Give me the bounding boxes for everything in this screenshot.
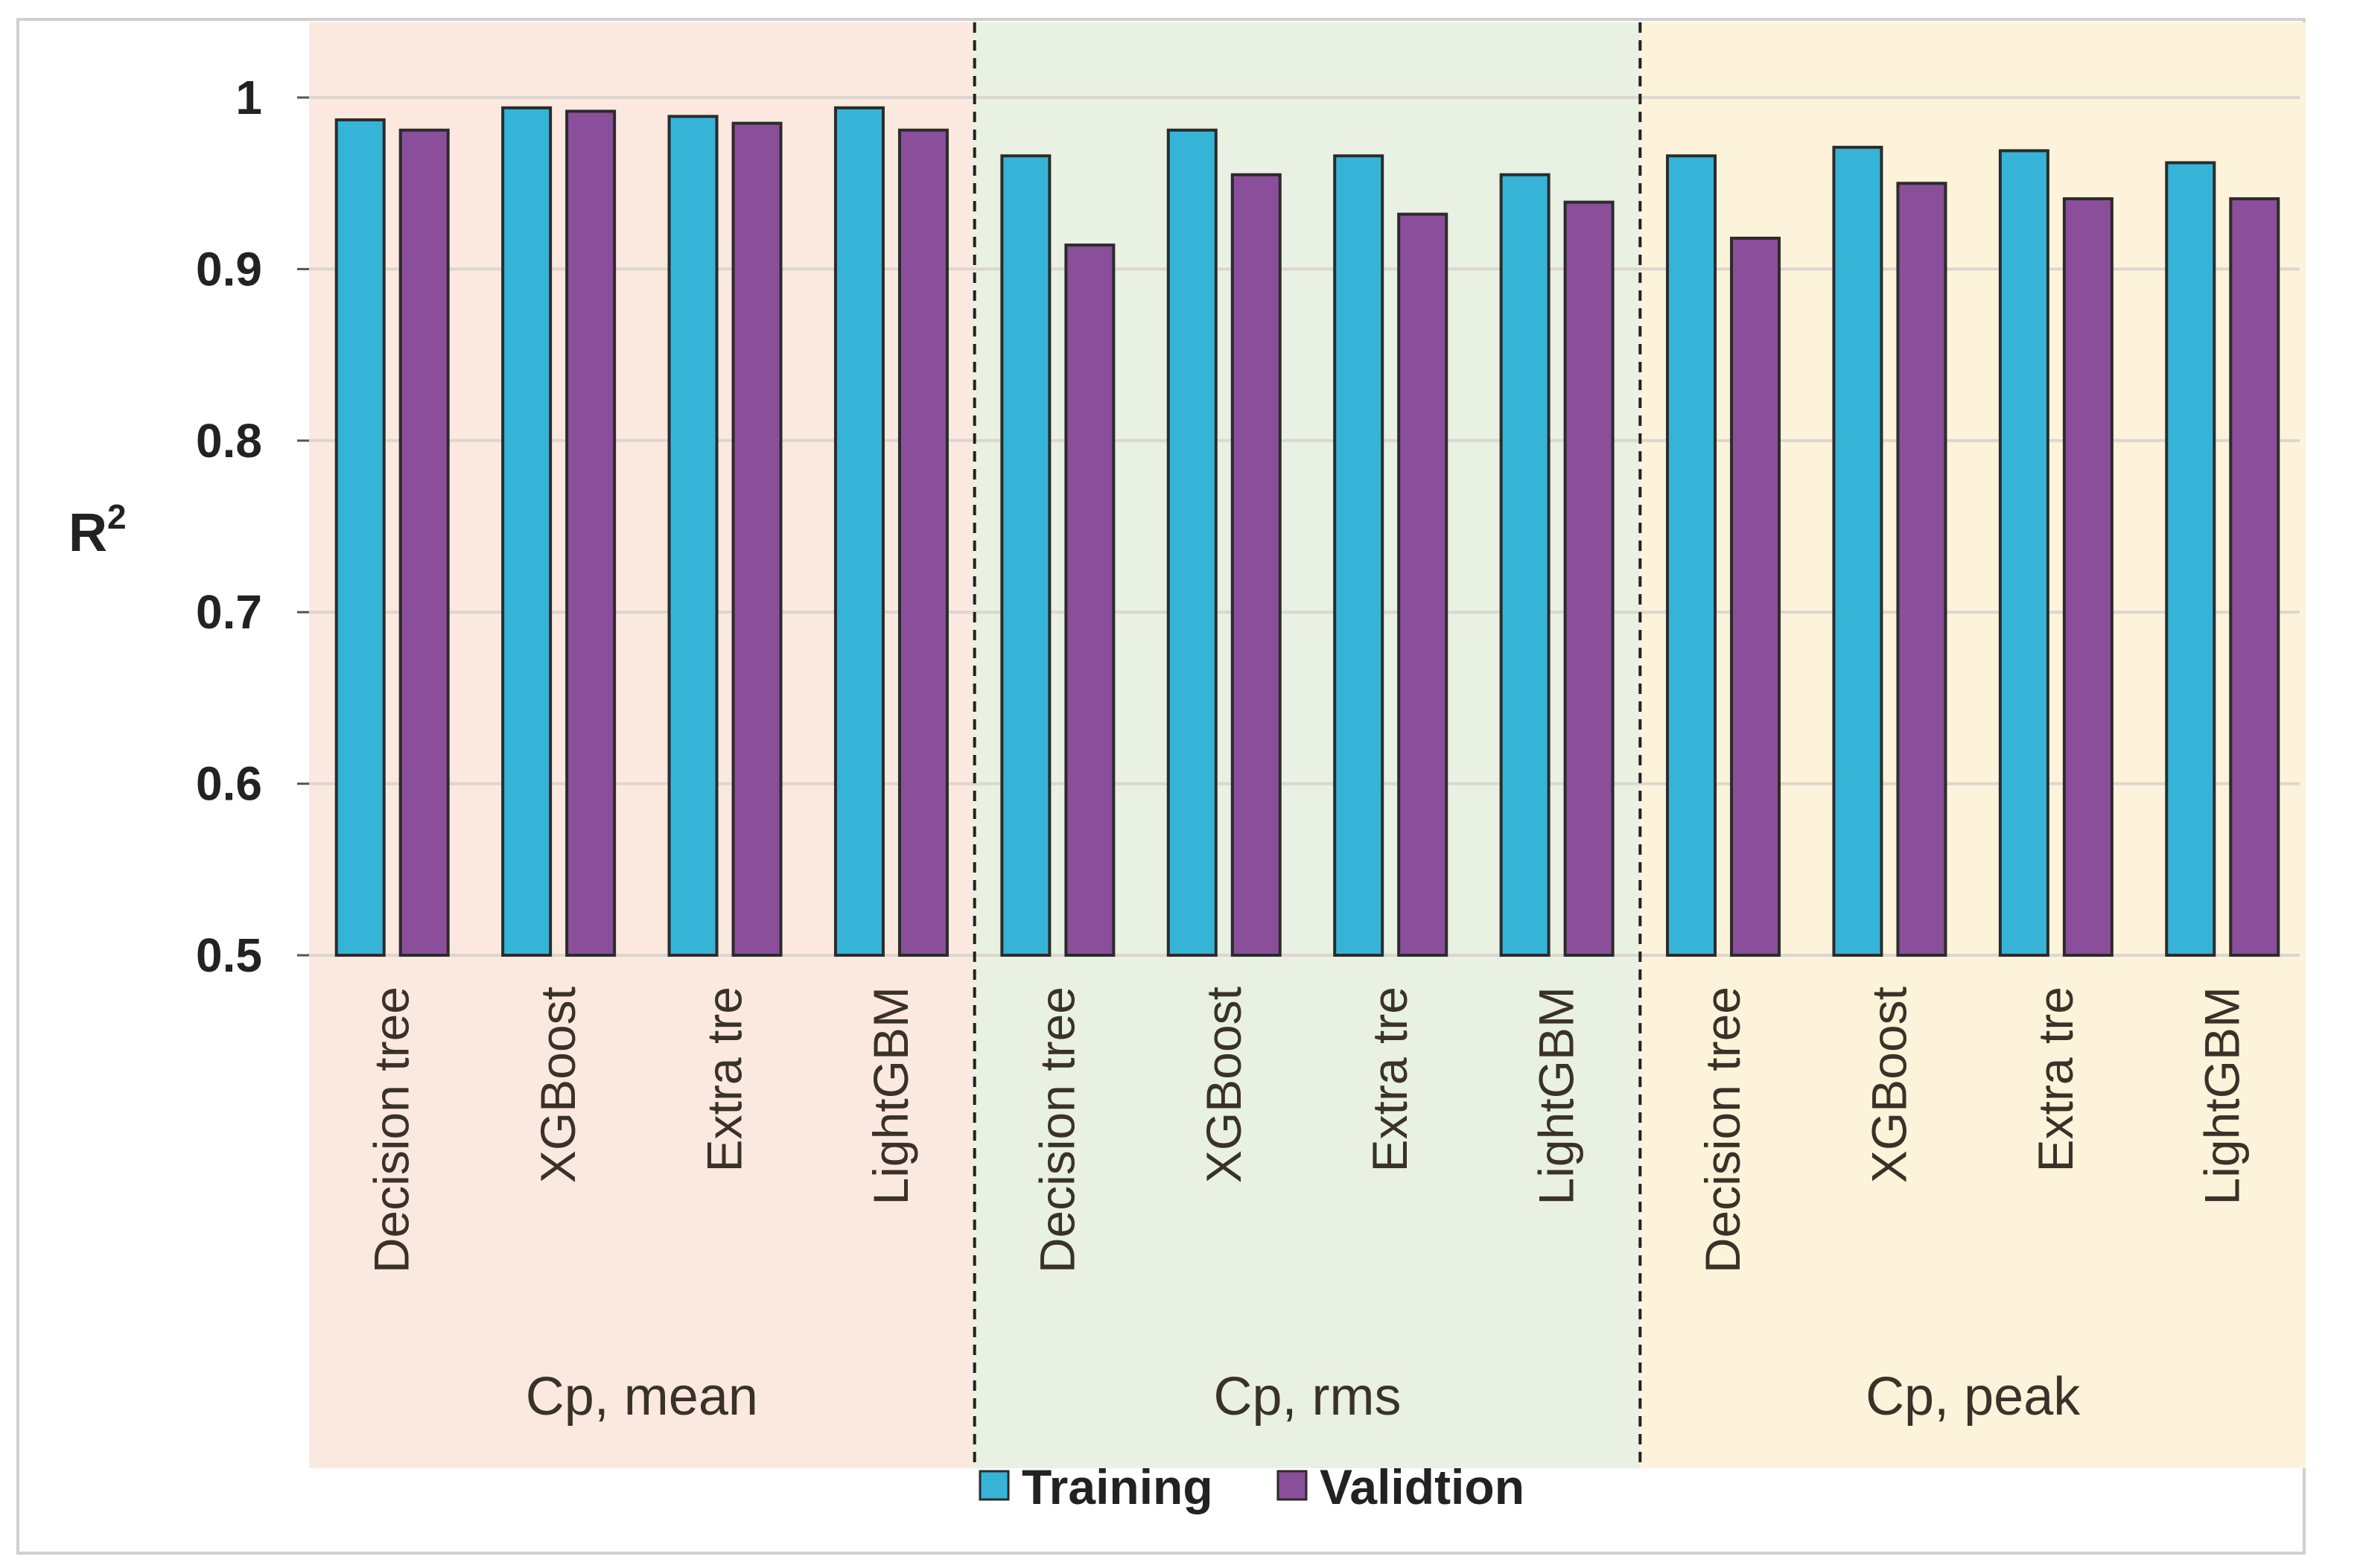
y-tick-label: 0.9 <box>196 242 262 296</box>
category-label: XGBoost <box>530 987 585 1183</box>
bar-validtion-2-1 <box>1896 182 1947 957</box>
bar-training-2-0 <box>1666 154 1717 957</box>
bar-validtion-2-3 <box>2229 197 2280 957</box>
y-tick-label: 0.5 <box>196 928 262 982</box>
bar-training-0-2 <box>667 115 719 957</box>
category-label: Decision tree <box>1695 987 1750 1273</box>
bar-validtion-0-3 <box>897 128 949 957</box>
bar-validtion-0-1 <box>565 109 617 957</box>
y-tick-label: 0.6 <box>196 757 262 811</box>
y-axis-ticks: 0.5 0.6 0.7 0.8 0.9 1 <box>196 71 309 982</box>
group-labels: Cp, mean Cp, rms Cp, peak <box>526 1367 2081 1427</box>
bar-training-2-2 <box>1998 149 2049 957</box>
legend: Training Validtion <box>979 1459 1524 1514</box>
bar-training-1-0 <box>1000 154 1052 957</box>
bar-validtion-2-2 <box>2062 197 2113 957</box>
bar-validtion-1-2 <box>1397 212 1448 957</box>
bar-training-0-1 <box>501 106 553 957</box>
bar-validtion-1-3 <box>1563 200 1615 957</box>
category-label: Extra tre <box>697 987 752 1172</box>
category-label: Decision tree <box>1029 987 1084 1273</box>
category-label: XGBoost <box>1861 987 1916 1183</box>
legend-swatch-validtion <box>1276 1470 1308 1501</box>
gridlines <box>309 96 2300 957</box>
bar-validtion-2-0 <box>1730 236 1781 957</box>
category-label: XGBoost <box>1196 987 1251 1183</box>
bar-validtion-0-2 <box>731 121 783 957</box>
bar-validtion-1-1 <box>1230 173 1282 957</box>
bar-training-2-3 <box>2165 161 2216 957</box>
y-axis-title: R2 <box>69 497 127 563</box>
category-label: Extra tre <box>1362 987 1417 1172</box>
bar-training-1-1 <box>1166 128 1218 957</box>
category-label: LightGBM <box>1529 987 1584 1205</box>
bar-training-0-0 <box>334 118 386 957</box>
category-label: Extra tre <box>2028 987 2083 1172</box>
category-label: Decision tree <box>364 987 419 1273</box>
group-dividers <box>973 22 1642 1468</box>
category-label: LightGBM <box>2194 987 2249 1205</box>
bar-training-1-3 <box>1499 173 1550 957</box>
category-label: LightGBM <box>863 987 918 1205</box>
bar-validtion-0-0 <box>398 128 450 957</box>
bar-training-0-3 <box>833 106 885 957</box>
y-tick-label: 0.8 <box>196 414 262 468</box>
legend-swatch-training <box>979 1470 1010 1501</box>
bars <box>334 106 2280 957</box>
group-label: Cp, mean <box>526 1367 758 1427</box>
group-label: Cp, rms <box>1214 1367 1402 1427</box>
category-labels: Decision tree XGBoost Extra tre LightGBM Dec… <box>364 987 2250 1273</box>
y-tick-label: 1 <box>235 71 262 124</box>
bar-training-1-2 <box>1333 154 1384 957</box>
bar-training-2-1 <box>1832 145 1883 957</box>
legend-label-training: Training <box>1022 1459 1213 1514</box>
legend-label-validtion: Validtion <box>1320 1459 1524 1514</box>
y-tick-label: 0.7 <box>196 585 262 639</box>
bar-validtion-1-0 <box>1064 243 1116 957</box>
group-label: Cp, peak <box>1866 1367 2081 1427</box>
